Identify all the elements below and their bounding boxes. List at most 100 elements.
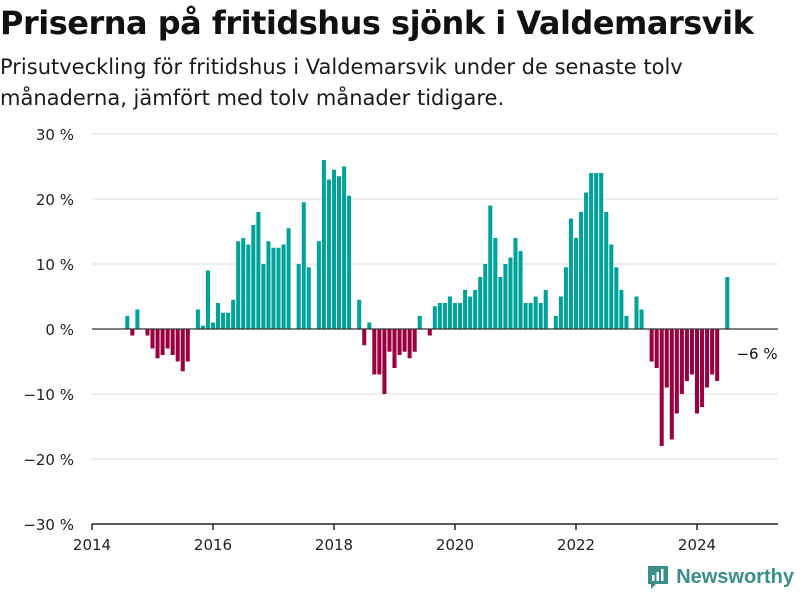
- bar: [478, 277, 483, 329]
- bar: [135, 309, 140, 329]
- y-tick-label: −10 %: [23, 386, 74, 404]
- bar: [175, 329, 180, 362]
- bar: [382, 329, 387, 394]
- bar: [210, 322, 216, 329]
- bar: [200, 325, 205, 329]
- bar: [710, 329, 715, 375]
- bar: [634, 296, 639, 329]
- bar: [301, 202, 306, 329]
- bar: [624, 316, 629, 329]
- bar: [468, 296, 473, 329]
- bar: [271, 247, 276, 329]
- bar: [543, 290, 548, 329]
- bar: [205, 270, 210, 329]
- bar: [306, 267, 311, 329]
- bar: [387, 329, 392, 352]
- bar: [326, 179, 331, 329]
- bar: [246, 244, 251, 329]
- bar: [437, 303, 442, 329]
- bar: [130, 329, 135, 336]
- bar: [584, 192, 589, 329]
- bar: [221, 312, 226, 329]
- bar: [316, 241, 321, 329]
- bar: [528, 303, 533, 329]
- bar: [700, 329, 705, 407]
- bar: [337, 176, 342, 329]
- bar: [488, 205, 493, 329]
- bar: [226, 312, 231, 329]
- bar: [503, 264, 508, 329]
- y-axis-tick-labels: 30 % 20 % 10 % 0 % −10 % −20 % −30 %: [23, 126, 74, 534]
- data-label-last: −6 %: [736, 345, 777, 363]
- bar: [614, 267, 619, 329]
- bar: [180, 329, 185, 372]
- bar: [452, 303, 458, 329]
- bar: [498, 277, 503, 329]
- x-tick-label: 2022: [557, 536, 595, 554]
- bar: [679, 329, 684, 394]
- bars: [125, 160, 730, 446]
- bar: [447, 296, 452, 329]
- bar: [669, 329, 674, 440]
- bar: [513, 238, 518, 329]
- bar: [649, 329, 654, 362]
- bar: [417, 316, 422, 329]
- bar: [402, 329, 407, 352]
- bar: [251, 225, 256, 329]
- bar: [654, 329, 659, 368]
- bar: [705, 329, 710, 388]
- bar: [523, 303, 528, 329]
- bar: [261, 264, 266, 329]
- bar: [725, 277, 730, 329]
- bar: [604, 212, 609, 329]
- bar: [432, 306, 437, 329]
- bar: [659, 329, 664, 446]
- bar: [372, 329, 377, 375]
- bar: [538, 303, 543, 329]
- bar: [594, 173, 599, 329]
- bar: [286, 228, 291, 329]
- bar: [412, 329, 417, 352]
- bar: [493, 238, 498, 329]
- bar: [256, 212, 261, 329]
- bar: [689, 329, 694, 375]
- bar: [674, 329, 679, 414]
- bar: [589, 173, 594, 329]
- bar: [165, 329, 170, 349]
- bar: [508, 257, 513, 329]
- bar: [558, 296, 563, 329]
- bar: [427, 329, 432, 336]
- bar: [639, 309, 644, 329]
- x-tick-label: 2024: [678, 536, 716, 554]
- bar: [155, 329, 160, 359]
- annotations: −6 %: [736, 345, 777, 363]
- bar: [407, 329, 412, 359]
- bar: [664, 329, 669, 388]
- bar: [185, 329, 190, 362]
- y-tick-label: 20 %: [36, 191, 74, 209]
- bar: [321, 160, 326, 329]
- bar: [357, 299, 362, 329]
- chart-subtitle: Prisutveckling för fritidshus i Valdemar…: [0, 55, 683, 110]
- bar: [563, 267, 568, 329]
- bar: [533, 296, 538, 329]
- brand-logo: Newsworthy: [646, 564, 794, 590]
- bar: [377, 329, 382, 375]
- bar: [518, 251, 523, 329]
- x-tick-label: 2018: [315, 536, 353, 554]
- bar: [573, 238, 579, 329]
- bar: [276, 247, 281, 329]
- bar: [694, 329, 700, 414]
- y-tick-label: 0 %: [45, 321, 74, 339]
- bar: [145, 329, 150, 336]
- y-tick-label: −30 %: [23, 516, 74, 534]
- x-tick-label: 2016: [194, 536, 232, 554]
- bar: [619, 290, 624, 329]
- bar: [463, 290, 468, 329]
- x-tick-label: 2020: [436, 536, 474, 554]
- bar: [125, 316, 130, 329]
- bar: [609, 244, 614, 329]
- bar: [281, 244, 286, 329]
- bar: [216, 303, 221, 329]
